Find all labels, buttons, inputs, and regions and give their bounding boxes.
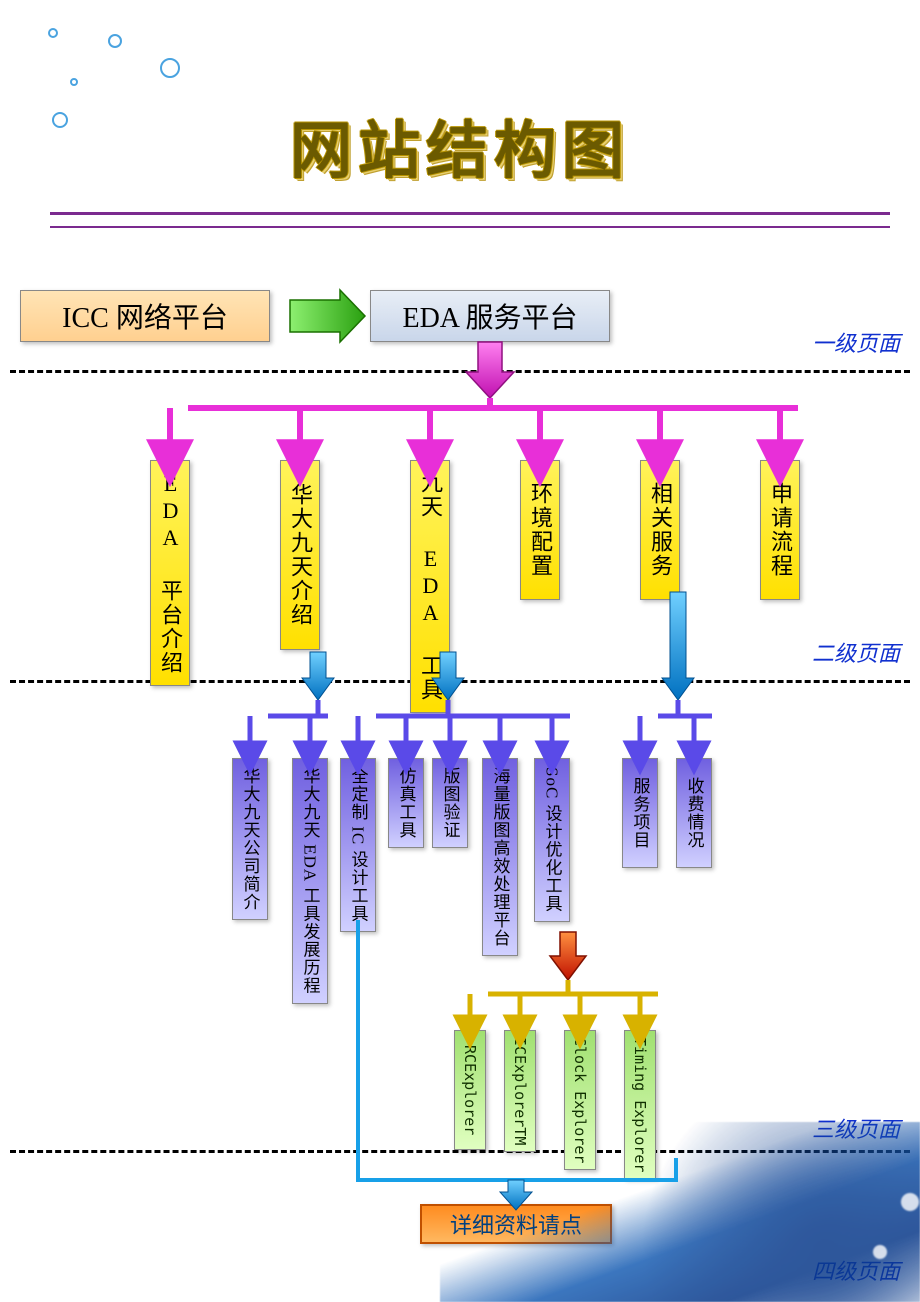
box-icc-platform: ICC 网络平台 — [20, 290, 270, 342]
divider-1 — [10, 370, 910, 373]
bus-level2 — [188, 398, 798, 408]
l2-box-3: 环境配置 — [520, 460, 560, 600]
box-label: ICC 网络平台 — [62, 296, 228, 336]
l3c-box-3: 海量版图高效处理平台 — [482, 758, 518, 956]
label-level-1: 一级页面 — [812, 326, 900, 358]
box-eda-platform: EDA 服务平台 — [370, 290, 610, 342]
label-level-2: 二级页面 — [812, 636, 900, 668]
bus-l3b — [268, 700, 328, 716]
l2-box-2: 九天 EDA 工具 — [410, 460, 450, 713]
l2-box-0: EDA 平台介绍 — [150, 460, 190, 686]
l3c-box-4: SoC 设计优化工具 — [534, 758, 570, 922]
title-underline-2 — [50, 226, 890, 228]
l3e-box-0: 服务项目 — [622, 758, 658, 868]
bus-l4 — [488, 980, 658, 994]
arrow-l2e-down — [662, 592, 694, 700]
l3b-box-1: 华大九天 EDA 工具发展历程 — [292, 758, 328, 1004]
l2-box-1: 华大九天介绍 — [280, 460, 320, 650]
bus-l3c — [376, 700, 570, 716]
bus-l3e — [658, 700, 712, 716]
box-label: EDA 服务平台 — [402, 296, 577, 336]
l2-box-4: 相关服务 — [640, 460, 680, 600]
divider-2 — [10, 680, 910, 683]
arrow-soc-down — [550, 932, 586, 980]
arrow-icc-to-eda — [290, 290, 365, 342]
l3b-box-0: 华大九天公司简介 — [232, 758, 268, 920]
l3e-box-1: 收费情况 — [676, 758, 712, 868]
arrow-l2b-down — [302, 652, 334, 700]
decorative-wave — [440, 1122, 920, 1302]
l3c-box-1: 仿真工具 — [388, 758, 424, 848]
page-title: 网站结构图 — [0, 100, 920, 190]
title-underline-1 — [50, 212, 890, 215]
l2-box-5: 申请流程 — [760, 460, 800, 600]
l3c-box-0: 全定制 IC 设计工具 — [340, 758, 376, 932]
l3c-box-2: 版图验证 — [432, 758, 468, 848]
